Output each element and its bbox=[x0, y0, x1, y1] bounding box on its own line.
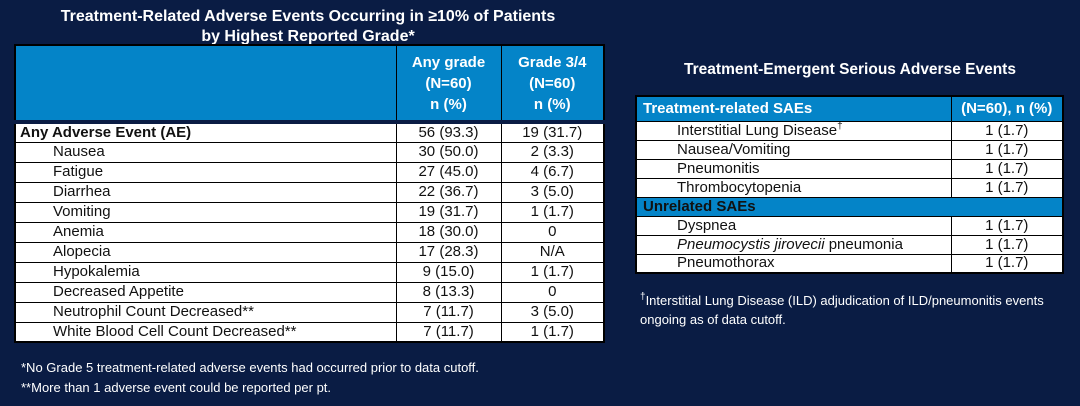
grade34-value: N/A bbox=[500, 241, 605, 263]
row-label: Hypokalemia bbox=[14, 261, 397, 283]
row-value: 1 (1.7) bbox=[950, 234, 1064, 255]
row-value: 1 (1.7) bbox=[950, 253, 1064, 274]
grade34-value: 1 (1.7) bbox=[500, 261, 605, 283]
row-label: Pneumothorax bbox=[635, 253, 952, 274]
row-label: Dyspnea bbox=[635, 215, 952, 236]
row-value: 1 (1.7) bbox=[950, 139, 1064, 160]
table-row: Dyspnea 1 (1.7) bbox=[635, 215, 1064, 236]
row-label: Nausea bbox=[14, 141, 397, 163]
table-row: Nausea 30 (50.0) 2 (3.3) bbox=[14, 141, 605, 163]
any-grade-value: 7 (11.7) bbox=[395, 301, 502, 323]
any-grade-value: 19 (31.7) bbox=[395, 201, 502, 223]
row-label-text: Interstitial Lung Disease bbox=[677, 121, 838, 139]
subheader-label: Unrelated SAEs bbox=[635, 196, 1064, 217]
grade34-value: 1 (1.7) bbox=[500, 201, 605, 223]
any-grade-value: 27 (45.0) bbox=[395, 161, 502, 183]
table-row: Neutrophil Count Decreased** 7 (11.7) 3 … bbox=[14, 301, 605, 323]
row-label: Interstitial Lung Disease† bbox=[635, 120, 952, 141]
row-label: Decreased Appetite bbox=[14, 281, 397, 303]
header-row: Treatment-related SAEs (N=60), n (%) bbox=[635, 95, 1064, 122]
row-label: Fatigue bbox=[14, 161, 397, 183]
row-label: White Blood Cell Count Decreased** bbox=[14, 321, 397, 343]
any-grade-value: 7 (11.7) bbox=[395, 321, 502, 343]
row-label: Vomiting bbox=[14, 201, 397, 223]
table-row: Fatigue 27 (45.0) 4 (6.7) bbox=[14, 161, 605, 183]
table-row: Hypokalemia 9 (15.0) 1 (1.7) bbox=[14, 261, 605, 283]
table-row: Pneumonitis 1 (1.7) bbox=[635, 158, 1064, 179]
row-value: 1 (1.7) bbox=[950, 120, 1064, 141]
left-table-title: Treatment-Related Adverse Events Occurri… bbox=[60, 8, 556, 46]
row-value: 1 (1.7) bbox=[950, 177, 1064, 198]
grade34-value: 0 bbox=[500, 221, 605, 243]
grade34-value: 0 bbox=[500, 281, 605, 303]
any-grade-value: 18 (30.0) bbox=[395, 221, 502, 243]
any-grade-value: 17 (28.3) bbox=[395, 241, 502, 263]
row-label: Pneumonitis bbox=[635, 158, 952, 179]
treatment-related-ae-table: Any grade (N=60) n (%) Grade 3/4 (N=60) … bbox=[14, 44, 605, 343]
subheader-row-unrelated-saes: Unrelated SAEs bbox=[635, 196, 1064, 217]
row-label: Neutrophil Count Decreased** bbox=[14, 301, 397, 323]
row-label: Any Adverse Event (AE) bbox=[14, 121, 397, 143]
grade34-value: 3 (5.0) bbox=[500, 181, 605, 203]
right-footnote: †Interstitial Lung Disease (ILD) adjudic… bbox=[640, 292, 1056, 330]
header-row: Any grade (N=60) n (%) Grade 3/4 (N=60) … bbox=[14, 44, 605, 124]
grade34-value: 3 (5.0) bbox=[500, 301, 605, 323]
table-row: Decreased Appetite 8 (13.3) 0 bbox=[14, 281, 605, 303]
table-row: Anemia 18 (30.0) 0 bbox=[14, 221, 605, 243]
any-grade-value: 30 (50.0) bbox=[395, 141, 502, 163]
row-label: Nausea/Vomiting bbox=[635, 139, 952, 160]
any-grade-value: 8 (13.3) bbox=[395, 281, 502, 303]
column-header-grade34: Grade 3/4 (N=60) n (%) bbox=[500, 44, 605, 124]
right-footnote-text: Interstitial Lung Disease (ILD) adjudica… bbox=[640, 293, 1044, 327]
header-n-percent: (N=60), n (%) bbox=[950, 95, 1064, 122]
grade34-value: 1 (1.7) bbox=[500, 321, 605, 343]
row-value: 1 (1.7) bbox=[950, 158, 1064, 179]
dagger-superscript: † bbox=[640, 291, 646, 303]
table-row: Pneumocystis jirovecii pneumonia 1 (1.7) bbox=[635, 234, 1064, 255]
grade34-value: 4 (6.7) bbox=[500, 161, 605, 183]
grade34-value: 2 (3.3) bbox=[500, 141, 605, 163]
row-label: Alopecia bbox=[14, 241, 397, 263]
table-row: Alopecia 17 (28.3) N/A bbox=[14, 241, 605, 263]
column-header-any-grade: Any grade (N=60) n (%) bbox=[395, 44, 502, 124]
any-grade-value: 56 (93.3) bbox=[395, 121, 502, 143]
row-label: Pneumocystis jirovecii pneumonia bbox=[635, 234, 952, 255]
serious-adverse-events-table: Treatment-related SAEs (N=60), n (%) Int… bbox=[635, 95, 1064, 274]
row-label-italic: Pneumocystis jirovecii bbox=[677, 235, 825, 253]
row-label: Anemia bbox=[14, 221, 397, 243]
table-row: Nausea/Vomiting 1 (1.7) bbox=[635, 139, 1064, 160]
table-row: Interstitial Lung Disease† 1 (1.7) bbox=[635, 120, 1064, 141]
row-label-text: pneumonia bbox=[824, 235, 903, 253]
footnote-grade5: *No Grade 5 treatment-related adverse ev… bbox=[21, 360, 479, 375]
footnote-multiple-ae: **More than 1 adverse event could be rep… bbox=[21, 380, 332, 396]
any-grade-value: 9 (15.0) bbox=[395, 261, 502, 283]
dagger-superscript: † bbox=[837, 121, 843, 132]
row-value: 1 (1.7) bbox=[950, 215, 1064, 236]
table-row: Diarrhea 22 (36.7) 3 (5.0) bbox=[14, 181, 605, 203]
table-row: Any Adverse Event (AE) 56 (93.3) 19 (31.… bbox=[14, 121, 605, 143]
left-footnotes: *No Grade 5 treatment-related adverse ev… bbox=[21, 358, 479, 398]
header-treatment-related-saes: Treatment-related SAEs bbox=[635, 95, 952, 122]
right-table-title: Treatment-Emergent Serious Adverse Event… bbox=[684, 61, 1016, 78]
row-label: Thrombocytopenia bbox=[635, 177, 952, 198]
table-row: White Blood Cell Count Decreased** 7 (11… bbox=[14, 321, 605, 343]
any-grade-value: 22 (36.7) bbox=[395, 181, 502, 203]
row-label: Diarrhea bbox=[14, 181, 397, 203]
table-row: Thrombocytopenia 1 (1.7) bbox=[635, 177, 1064, 198]
header-spacer-cell bbox=[14, 44, 397, 124]
table-row: Pneumothorax 1 (1.7) bbox=[635, 253, 1064, 274]
table-row: Vomiting 19 (31.7) 1 (1.7) bbox=[14, 201, 605, 223]
grade34-value: 19 (31.7) bbox=[500, 121, 605, 143]
